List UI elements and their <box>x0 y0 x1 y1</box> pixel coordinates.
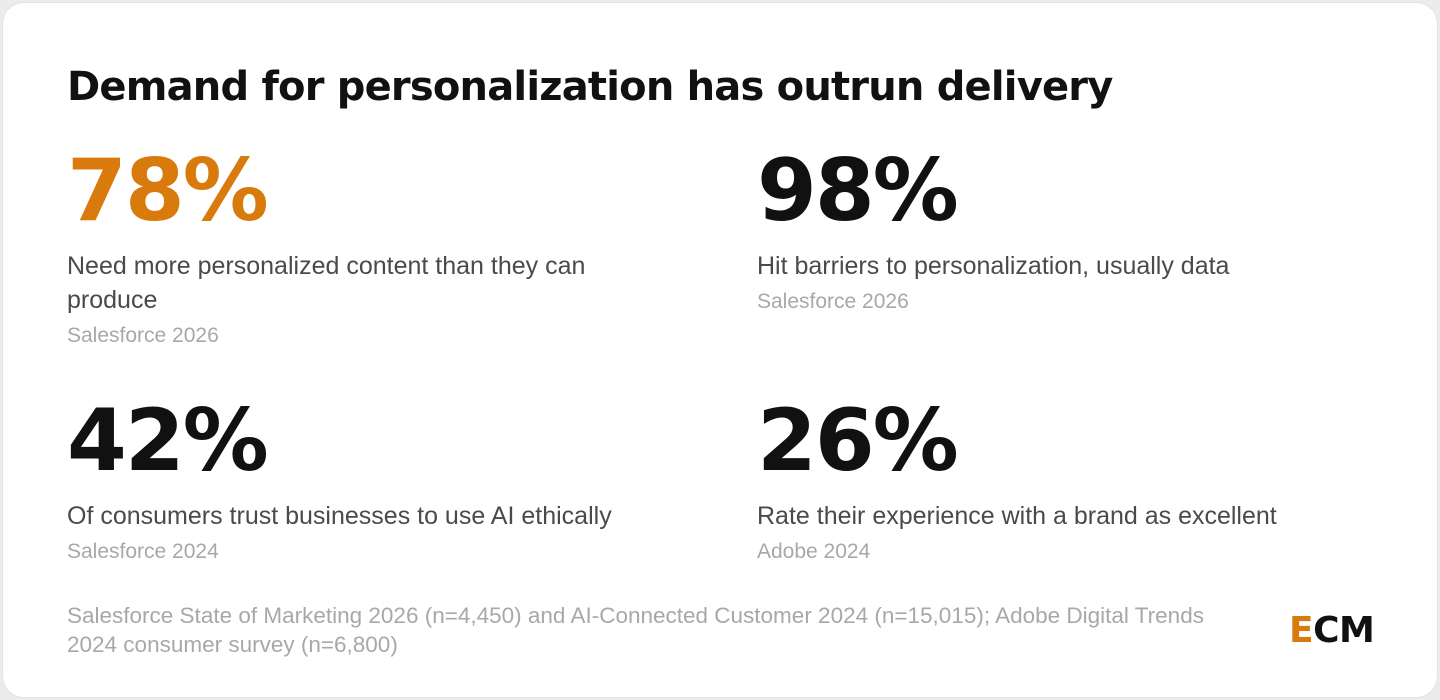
stat-description: Rate their experience with a brand as ex… <box>757 502 1277 530</box>
stat-value: 26% <box>757 391 959 491</box>
stat-block-ai-trust: 42% Of consumers trust businesses to use… <box>67 391 707 566</box>
stat-block-experience: 26% Rate their experience with a brand a… <box>757 391 1397 566</box>
ecm-logo: ECM <box>1289 609 1375 653</box>
stat-value: 42% <box>67 391 269 491</box>
stat-value: 78% <box>67 141 269 241</box>
page-title: Demand for personalization has outrun de… <box>67 64 1113 110</box>
logo-letters: CM <box>1313 610 1375 651</box>
logo-letter-accent: E <box>1289 610 1314 651</box>
stat-block-barriers: 98% Hit barriers to personalization, usu… <box>757 141 1397 316</box>
stat-source: Salesforce 2024 <box>67 540 219 563</box>
stat-value: 98% <box>757 141 959 241</box>
stat-source: Adobe 2024 <box>757 540 871 563</box>
stat-description: Of consumers trust businesses to use AI … <box>67 502 612 530</box>
stat-block-content-demand: 78% Need more personalized content than … <box>67 141 707 350</box>
stat-description: Need more personalized content than they… <box>67 252 586 314</box>
stat-source: Salesforce 2026 <box>67 324 219 347</box>
stat-source: Salesforce 2026 <box>757 290 909 313</box>
stat-description: Hit barriers to personalization, usually… <box>757 252 1230 280</box>
source-footnote: Salesforce State of Marketing 2026 (n=4,… <box>67 603 1204 657</box>
